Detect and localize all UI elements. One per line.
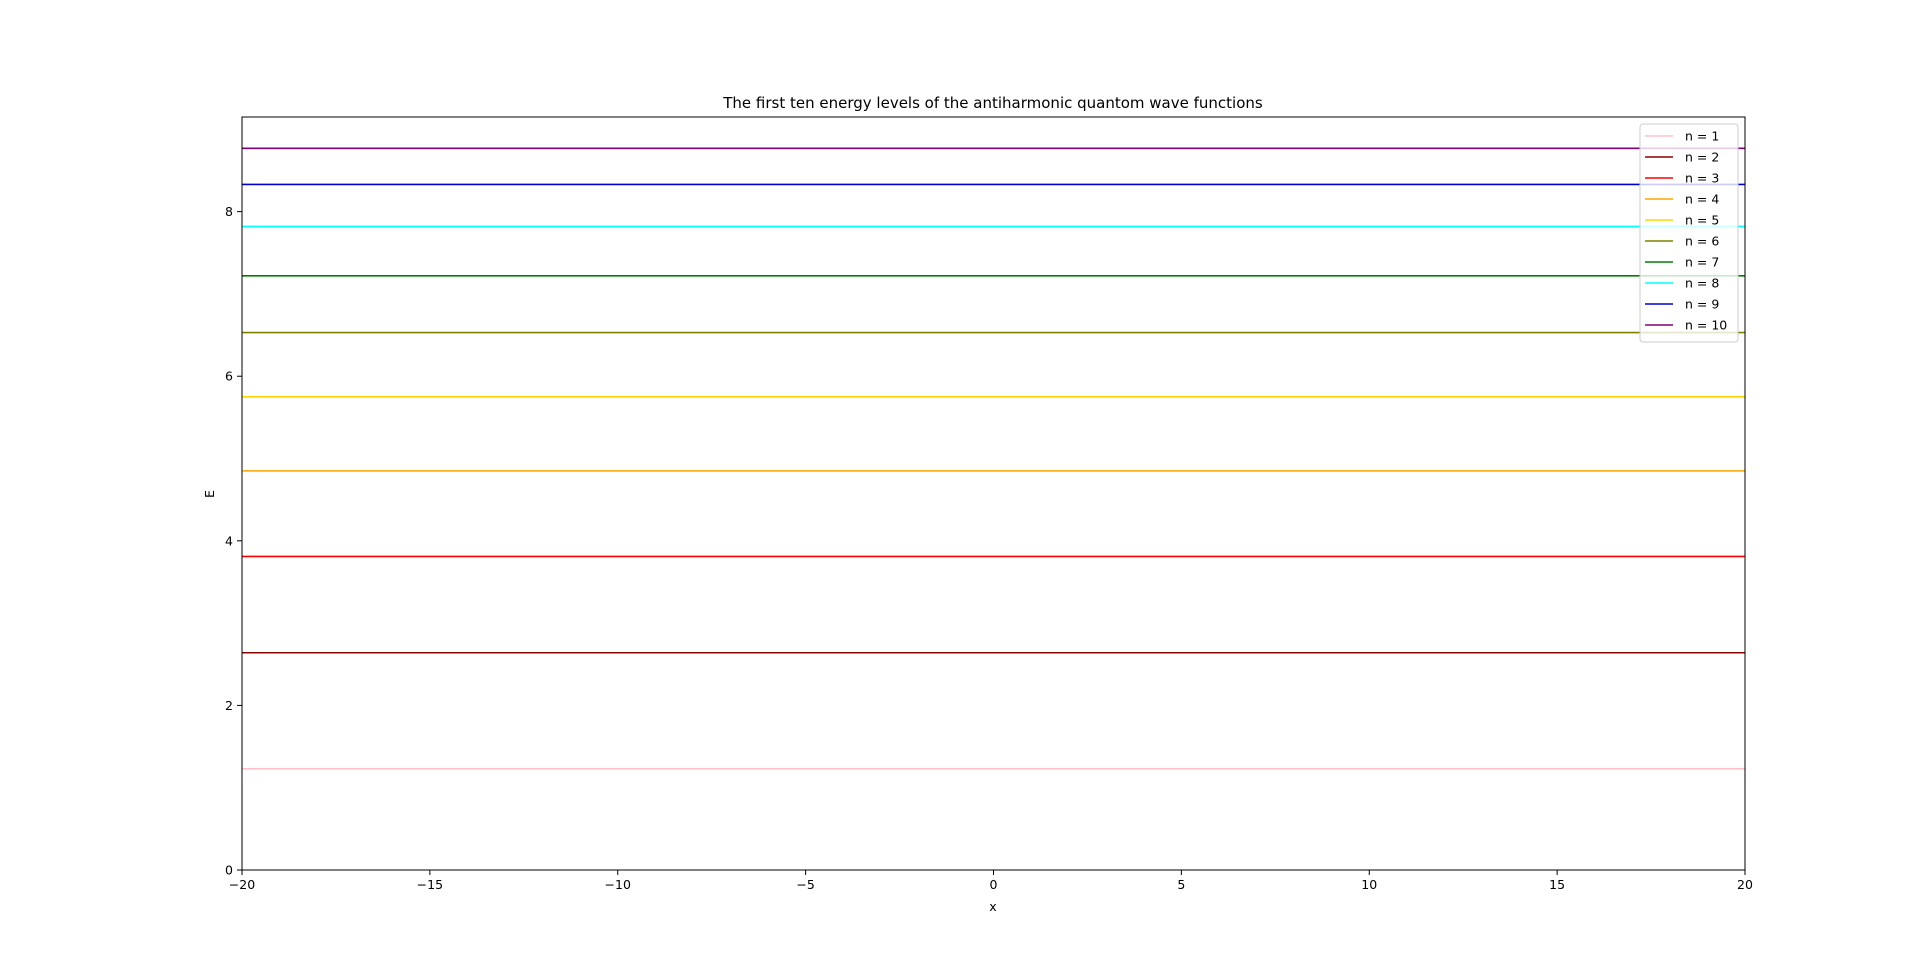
plot-frame [241,116,1746,871]
y-tick-label: 6 [225,369,233,384]
legend-label-2: n = 2 [1685,150,1719,165]
series-layer [242,147,1745,770]
legend-label-6: n = 6 [1685,234,1719,249]
x-tick-label: 0 [990,877,998,892]
legend-label-7: n = 7 [1685,255,1719,270]
x-tick-label: −5 [796,877,814,892]
y-tick-label: 2 [225,698,233,713]
x-tick-label: 10 [1361,877,1377,892]
x-tick-label: 20 [1737,877,1753,892]
x-tick-label: 15 [1549,877,1565,892]
x-tick-label: −10 [605,877,631,892]
chart-title: The first ten energy levels of the antih… [722,94,1263,112]
x-tick-label: −20 [229,877,255,892]
legend-label-8: n = 8 [1685,276,1719,291]
x-axis: −20 −15 −10 −5 0 5 10 15 20 [229,870,1753,892]
y-tick-label: 4 [225,533,233,548]
y-tick-label: 0 [225,863,233,878]
legend-label-9: n = 9 [1685,297,1719,312]
legend-label-1: n = 1 [1685,129,1719,144]
legend-label-4: n = 4 [1685,192,1719,207]
y-axis: 0 2 4 6 8 [225,204,242,878]
x-axis-label: x [989,899,996,914]
legend-label-3: n = 3 [1685,171,1719,186]
x-tick-label: −15 [417,877,443,892]
legend: n = 1 n = 2 n = 3 n = 4 n = 5 n = 6 n = 7 n = 8… [1639,123,1739,343]
y-tick-label: 8 [225,204,233,219]
x-tick-label: 5 [1177,877,1185,892]
legend-label-10: n = 10 [1685,318,1727,333]
y-axis-label: E [202,490,217,498]
legend-label-5: n = 5 [1685,213,1719,228]
